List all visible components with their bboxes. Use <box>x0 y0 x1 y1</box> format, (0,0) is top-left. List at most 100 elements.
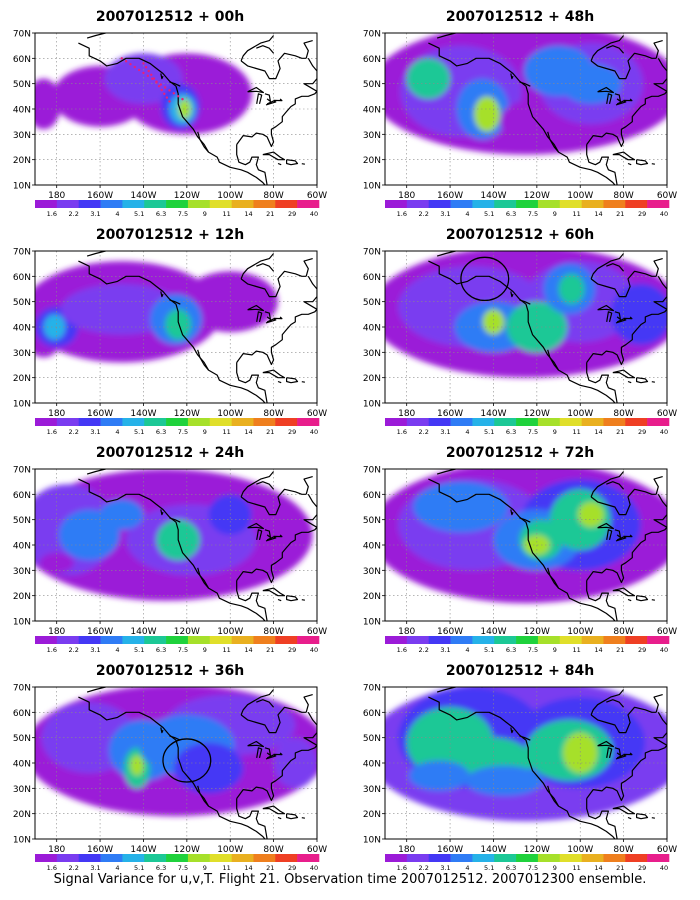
colorbar <box>385 854 670 862</box>
colorbar-swatch <box>385 418 408 426</box>
latitude-label: 30N <box>363 349 381 359</box>
latitude-label: 70N <box>363 684 381 694</box>
colorbar-swatch <box>494 418 517 426</box>
colorbar-swatch <box>450 418 473 426</box>
colorbar-swatch <box>56 636 79 644</box>
colorbar-label: 14 <box>594 428 602 436</box>
colorbar-label: 2.2 <box>419 428 429 436</box>
longitude-label: 180 <box>398 409 415 419</box>
colorbar-swatch <box>209 854 232 862</box>
coastlines <box>428 33 667 185</box>
colorbar-swatch <box>122 200 145 208</box>
panel-48h: 2007012512 + 48h 70N 60N 50N 40N 30N 20N 10N 18… <box>355 8 685 226</box>
colorbar-label: 5.1 <box>134 864 144 872</box>
variance-map: 70N 60N 50N 40N 30N 20N 10N 180 160W 140W 120W 100W… <box>363 248 677 437</box>
colorbar-label: 11 <box>222 864 230 872</box>
panel-title: 2007012512 + 84h <box>445 663 595 679</box>
colorbar-label: 11 <box>572 864 580 872</box>
colorbar-label: 2.2 <box>419 210 429 218</box>
colorbar-swatch <box>494 200 517 208</box>
longitude-label: 140W <box>480 627 506 637</box>
colorbar-swatch <box>275 636 298 644</box>
longitude-label: 60W <box>307 627 327 637</box>
variance-map: 70N 60N 50N 40N 30N 20N 10N 180 160W 140W 120W 100W… <box>363 684 677 873</box>
colorbar <box>35 200 320 208</box>
longitude-label: 80W <box>263 191 283 201</box>
variance-field <box>35 469 313 601</box>
coastlines <box>78 469 317 621</box>
colorbar-swatch <box>35 200 58 208</box>
latitude-label: 50N <box>13 516 31 526</box>
latitude-label: 70N <box>13 466 31 476</box>
variance-contour <box>130 755 144 776</box>
colorbar-swatch <box>537 418 561 426</box>
colorbar-swatch <box>625 854 648 862</box>
panel-title: 2007012512 + 48h <box>445 9 595 25</box>
colorbar-swatch <box>231 636 254 644</box>
colorbar-label: 9 <box>203 646 207 654</box>
colorbar-swatch <box>100 636 123 644</box>
colorbar-label: 29 <box>288 428 296 436</box>
variance-contour <box>208 494 252 535</box>
latitude-label: 60N <box>363 55 381 65</box>
variance-contour <box>413 481 509 533</box>
latitude-label: 30N <box>363 567 381 577</box>
colorbar-swatch <box>450 200 473 208</box>
colorbar-label: 40 <box>660 210 668 218</box>
colorbar-label: 4 <box>465 864 469 872</box>
variance-contour <box>473 96 500 132</box>
colorbar-swatch <box>100 854 123 862</box>
colorbar <box>385 200 670 208</box>
longitude-label: 60W <box>657 409 677 419</box>
colorbar-label: 7.5 <box>178 210 188 218</box>
colorbar-swatch <box>385 854 408 862</box>
colorbar-swatch <box>581 854 604 862</box>
longitude-label: 60W <box>307 845 327 855</box>
colorbar-label: 3.1 <box>90 210 100 218</box>
latitude-label: 40N <box>363 324 381 334</box>
longitude-label: 140W <box>130 191 156 201</box>
latitude-label: 10N <box>363 836 381 846</box>
coastlines <box>428 251 667 403</box>
longitude-label: 100W <box>567 409 593 419</box>
colorbar-label: 4 <box>115 864 119 872</box>
latitude-label: 70N <box>13 30 31 40</box>
longitude-label: 60W <box>307 409 327 419</box>
longitude-label: 60W <box>657 845 677 855</box>
colorbar-label: 11 <box>572 646 580 654</box>
colorbar-label: 5.1 <box>484 428 494 436</box>
latitude-label: 70N <box>363 466 381 476</box>
colorbar-label: 14 <box>244 428 252 436</box>
colorbar-swatch <box>647 636 670 644</box>
colorbar-label: 9 <box>553 210 557 218</box>
longitude-label: 60W <box>657 627 677 637</box>
longitude-label: 100W <box>217 627 243 637</box>
variance-contour <box>506 301 568 353</box>
colorbar-swatch <box>166 854 189 862</box>
latitude-label: 70N <box>363 30 381 40</box>
latitude-label: 50N <box>363 298 381 308</box>
colorbar-label: 4 <box>465 210 469 218</box>
colorbar-label: 21 <box>616 864 624 872</box>
colorbar-label: 21 <box>266 210 274 218</box>
colorbar-label: 6.3 <box>156 428 166 436</box>
colorbar-label: 11 <box>222 210 230 218</box>
latitude-label: 60N <box>13 55 31 65</box>
latitude-label: 20N <box>13 592 31 602</box>
latitude-label: 20N <box>363 156 381 166</box>
panel-title: 2007012512 + 00h <box>95 9 245 25</box>
colorbar-swatch <box>56 418 79 426</box>
longitude-label: 100W <box>567 191 593 201</box>
longitude-label: 160W <box>87 191 113 201</box>
variance-contour <box>35 78 62 130</box>
colorbar-swatch <box>559 200 582 208</box>
colorbar-swatch <box>275 200 298 208</box>
colorbar-swatch <box>187 418 211 426</box>
latitude-label: 20N <box>363 374 381 384</box>
variance-contour <box>610 283 667 345</box>
colorbar-label: 6.3 <box>156 646 166 654</box>
longitude-label: 140W <box>480 845 506 855</box>
colorbar-label: 40 <box>310 646 318 654</box>
coastlines <box>78 687 317 839</box>
colorbar-swatch <box>166 636 189 644</box>
